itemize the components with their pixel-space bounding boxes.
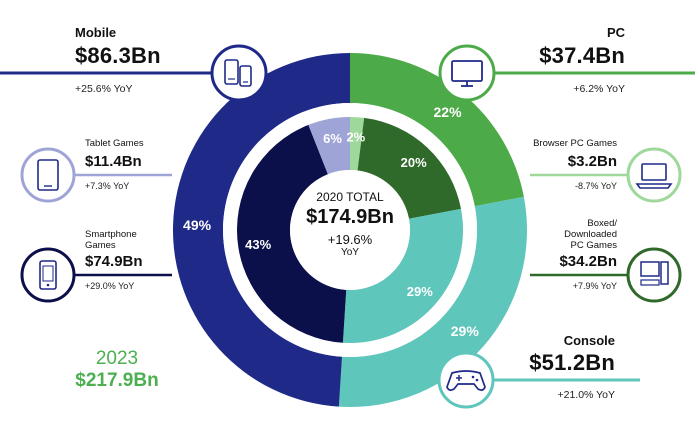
- center-yoy: +19.6%: [327, 232, 373, 247]
- inner-slice-browser-pc-games: [350, 117, 365, 171]
- boxed-value: $34.2Bn: [559, 253, 617, 270]
- mobile-name: Mobile: [75, 25, 117, 40]
- connector-lines: [0, 71, 695, 382]
- console-value: $51.2Bn: [529, 350, 615, 375]
- forecast-block: 2023 $217.9Bn: [62, 348, 172, 392]
- laptop-icon: [626, 147, 682, 203]
- desktop-tower-icon: [626, 247, 682, 303]
- outer-slice-console: [338, 196, 527, 407]
- tablet-value: $11.4Bn: [85, 153, 142, 170]
- tablet-icon: [20, 147, 76, 203]
- boxed-yoy: +7.9% YoY: [572, 281, 617, 291]
- inner-label-smartphone-games: 43%: [245, 237, 271, 252]
- inner-label-browser-pc-games: 2%: [346, 130, 365, 145]
- browser-yoy: -8.7% YoY: [574, 181, 617, 191]
- smartphone-icon: [20, 247, 76, 303]
- outer-slice-mobile: [173, 53, 350, 407]
- inner-ring: [237, 117, 463, 343]
- center-value: $174.9Bn: [306, 206, 394, 228]
- outer-ring: [173, 53, 527, 407]
- tablet-name: Tablet Games: [85, 138, 144, 149]
- monitor-icon: [438, 44, 496, 102]
- outer-label-console: 29%: [451, 323, 480, 339]
- center-hole: [290, 170, 410, 290]
- center-yoy-label: YoY: [341, 247, 359, 258]
- browser-value: $3.2Bn: [567, 153, 617, 170]
- smartphone-value: $74.9Bn: [85, 253, 143, 270]
- pc-yoy: +6.2% YoY: [573, 83, 625, 95]
- inner-label-console: 29%: [407, 284, 433, 299]
- outer-label-pc: 22%: [434, 104, 463, 120]
- smartphone-name-line2: Games: [85, 240, 116, 251]
- boxed-name-line3: PC Games: [570, 240, 617, 251]
- slice-labels: 22% 29% 49% 2% 20% 29% 43% 6%: [183, 104, 479, 339]
- outer-slice-pc: [350, 53, 524, 207]
- tablet-yoy: +7.3% YoY: [85, 181, 130, 191]
- outer-label-mobile: 49%: [183, 217, 212, 233]
- forecast-value: $217.9Bn: [75, 370, 159, 391]
- smartphone-name-line1: Smartphone: [85, 229, 137, 240]
- gamepad-icon: [437, 351, 495, 409]
- inner-slice-smartphone-games: [237, 124, 347, 343]
- inner-label-boxed-downloaded-pc-games: 20%: [401, 155, 427, 170]
- browser-name: Browser PC Games: [533, 138, 617, 149]
- center-total: 2020 TOTAL $174.9Bn +19.6% YoY: [290, 190, 410, 258]
- mobile-value: $86.3Bn: [75, 43, 161, 68]
- pc-name: PC: [606, 25, 625, 40]
- console-yoy: +21.0% YoY: [557, 389, 615, 401]
- mobile-yoy: +25.6% YoY: [75, 83, 133, 95]
- forecast-year: 2023: [95, 348, 139, 369]
- inner-slice-boxed-downloaded-pc-games: [357, 117, 461, 219]
- boxed-name-line2: Downloaded: [564, 229, 617, 240]
- boxed-name-line1: Boxed/: [587, 218, 617, 229]
- pc-value: $37.4Bn: [539, 43, 625, 68]
- console-name: Console: [563, 333, 615, 348]
- center-title: 2020 TOTAL: [316, 190, 384, 204]
- inner-slice-console: [342, 208, 463, 343]
- mobile-devices-icon: [210, 44, 268, 102]
- inner-label-tablet-games: 6%: [323, 131, 342, 146]
- smartphone-yoy: +29.0% YoY: [85, 281, 135, 291]
- inner-slice-tablet-games: [308, 117, 350, 175]
